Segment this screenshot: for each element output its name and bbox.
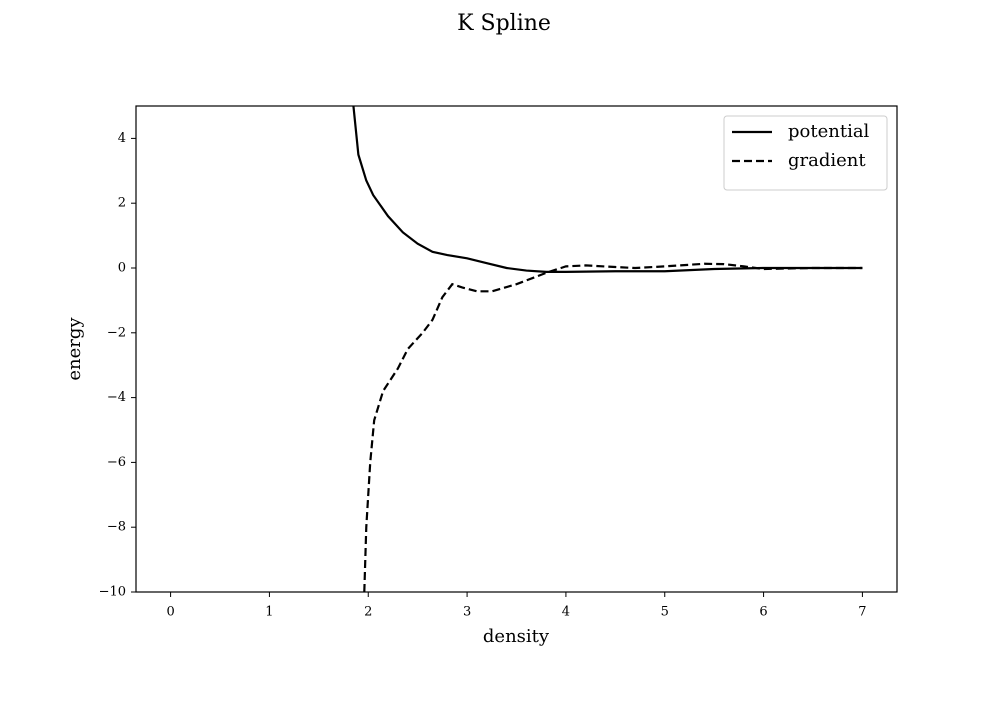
- x-tick-label: 1: [265, 605, 273, 620]
- y-tick-label: −2: [107, 325, 126, 340]
- y-tick-label: −4: [107, 390, 126, 405]
- x-axis-label: density: [483, 626, 550, 647]
- x-tick-label: 2: [364, 605, 372, 620]
- x-tick-label: 0: [166, 605, 174, 620]
- y-tick-label: −6: [107, 455, 126, 470]
- line-series: [363, 262, 863, 592]
- x-tick-label: 7: [858, 605, 866, 620]
- y-tick-label: −10: [99, 585, 126, 600]
- y-tick-label: −8: [107, 520, 126, 535]
- legend-label: gradient: [788, 150, 866, 171]
- x-tick-label: 3: [463, 605, 471, 620]
- chart-title: K Spline: [457, 11, 551, 36]
- y-tick-label: 0: [118, 261, 126, 276]
- legend-label: potential: [788, 121, 870, 142]
- x-tick-label: 4: [562, 605, 570, 620]
- plot-area: [352, 106, 863, 592]
- legend-box: [723, 115, 888, 191]
- y-axis-label: energy: [64, 317, 85, 381]
- line-series: [352, 106, 863, 273]
- y-tick-label: 2: [118, 196, 126, 211]
- x-tick-label: 5: [661, 605, 669, 620]
- y-tick-label: 4: [118, 131, 126, 146]
- axes-frame: [135, 105, 898, 593]
- x-tick-label: 6: [759, 605, 767, 620]
